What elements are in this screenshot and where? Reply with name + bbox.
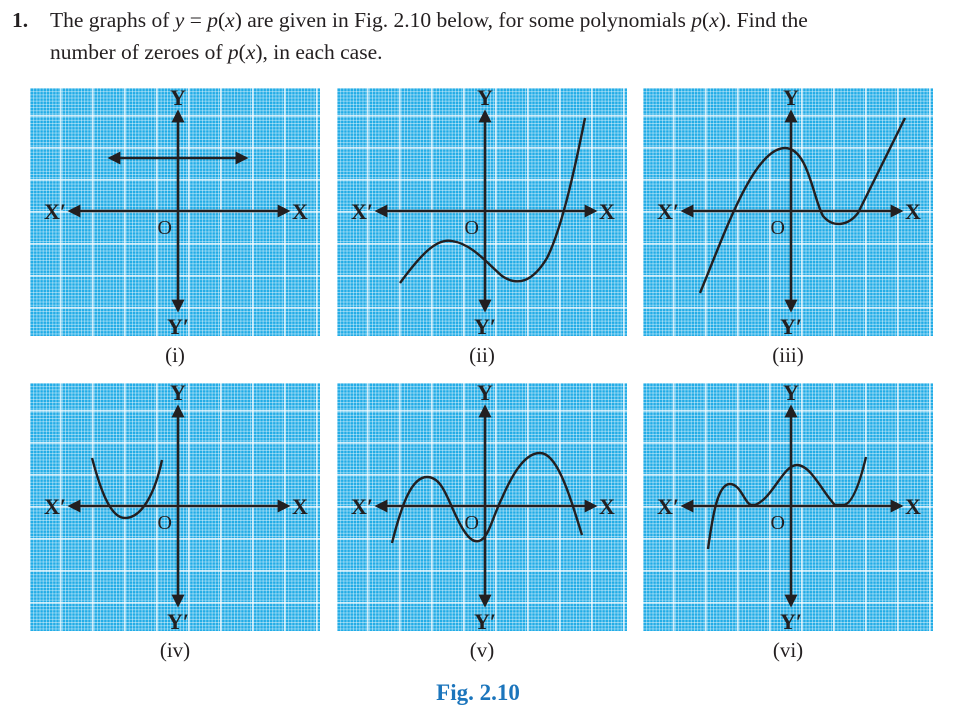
y-axis-label: Y [170,85,186,110]
graph-panel-vi: Y Y′ X′ X O [643,380,933,634]
question-text-segment: = [184,8,208,32]
question-text-segment: ), in each case. [255,40,383,64]
graph-caption-iv: (iv) [159,638,191,662]
polynomial-curve [698,117,907,294]
graph-caption-i: (i) [165,343,185,367]
figure-caption: Fig. 2.10 [436,680,520,705]
y-prime-axis-label: Y′ [167,314,189,339]
x-axis-label: X [905,199,921,224]
x-prime-axis-label: X′ [44,494,66,519]
origin-label: O [465,217,479,239]
x-axis-label: X [292,199,308,224]
x-prime-axis-label: X′ [351,199,373,224]
y-prime-axis-label: Y′ [780,609,802,634]
x-prime-axis-label: X′ [351,494,373,519]
graph-caption-vi: (vi) [772,638,804,662]
graph-panel-v: Y Y′ X′ X O [337,380,627,634]
polynomial-curve [90,457,164,520]
math-variable: p [207,8,218,32]
math-variable: x [245,40,256,64]
math-variable: y [174,8,185,32]
y-prime-axis-label: Y′ [167,609,189,634]
math-variable: p [691,8,703,32]
y-axis-label: Y [170,380,186,405]
origin-label: O [771,217,785,239]
x-prime-axis-label: X′ [44,199,66,224]
question-text-segment: ( [217,8,226,32]
polynomial-curve [390,451,584,544]
y-axis-label: Y [477,380,493,405]
graph-panel-i: Y Y′ X′ X O [30,85,320,339]
question-number: 1. [12,8,29,32]
question-text-segment: ( [702,8,710,32]
x-axis-label: X [905,494,921,519]
origin-label: O [158,512,172,534]
graph-caption-iii: (iii) [772,343,804,367]
x-axis-label: X [599,199,615,224]
x-axis-label: X [292,494,308,519]
question-text-segment: number of zeroes of [50,40,228,64]
math-variable: x [225,8,235,32]
x-prime-axis-label: X′ [657,494,679,519]
question-text-segment: The graphs of [50,8,175,32]
math-variable: x [709,8,719,32]
question-text-line-2: number of zeroes of p(x), in each case. [50,40,383,65]
graph-panel-iii: Y Y′ X′ X O [643,85,933,339]
polynomial-curve [706,456,868,550]
y-prime-axis-label: Y′ [780,314,802,339]
x-prime-axis-label: X′ [657,199,679,224]
y-axis-label: Y [783,85,799,110]
origin-label: O [771,512,785,534]
graph-panel-iv: Y Y′ X′ X O [30,380,320,634]
graph-caption-v: (v) [469,638,495,662]
question-text-segment: ( [238,40,246,64]
question-text-line-1: The graphs of y = p(x) are given in Fig.… [50,8,808,33]
y-axis-label: Y [783,380,799,405]
origin-label: O [158,217,172,239]
graph-panel-ii: Y Y′ X′ X O [337,85,627,339]
question-text-segment: ) are given in Fig. 2.10 below, for some… [234,8,692,32]
y-axis-label: Y [477,85,493,110]
x-axis-label: X [599,494,615,519]
y-prime-axis-label: Y′ [474,609,496,634]
y-prime-axis-label: Y′ [474,314,496,339]
math-variable: p [227,40,239,64]
origin-label: O [465,512,479,534]
polynomial-curve [399,117,587,284]
question-text-segment: ). Find the [718,8,808,32]
graph-caption-ii: (ii) [469,343,495,367]
